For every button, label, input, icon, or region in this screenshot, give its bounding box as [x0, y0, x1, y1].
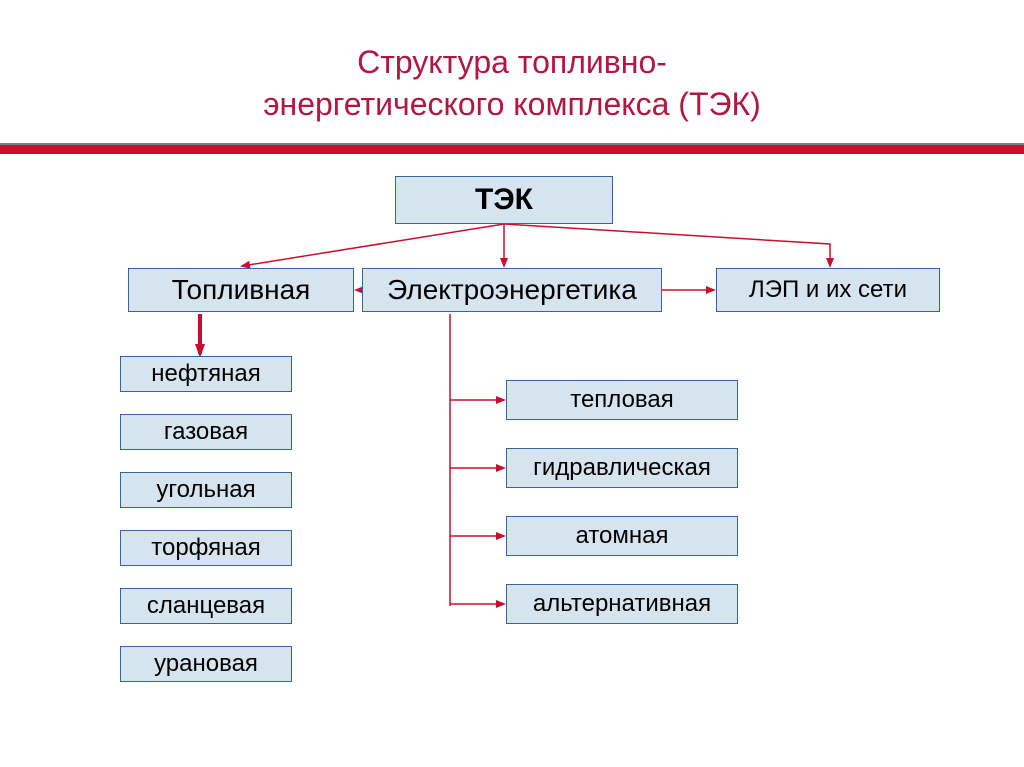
node-therm-label: тепловая [570, 386, 674, 414]
node-oil: нефтяная [120, 356, 292, 392]
node-shale: сланцевая [120, 588, 292, 624]
title-line1: Структура топливно- [357, 44, 667, 80]
node-alt-label: альтернативная [533, 590, 711, 618]
title-line2: энергетического комплекса (ТЭК) [263, 86, 761, 122]
node-coal: угольная [120, 472, 292, 508]
page-title: Структура топливно- энергетического комп… [0, 42, 1024, 125]
node-peat-label: торфяная [151, 534, 261, 562]
node-oil-label: нефтяная [151, 360, 260, 388]
node-atom: атомная [506, 516, 738, 556]
node-fuel: Топливная [128, 268, 354, 312]
node-therm: тепловая [506, 380, 738, 420]
node-root-label: ТЭК [475, 183, 533, 217]
divider-rule [0, 143, 1024, 154]
node-peat: торфяная [120, 530, 292, 566]
node-atom-label: атомная [576, 522, 669, 550]
node-power-label: Электроэнергетика [387, 274, 637, 306]
node-shale-label: сланцевая [147, 592, 265, 620]
node-gas-label: газовая [164, 418, 248, 446]
node-hydro: гидравлическая [506, 448, 738, 488]
node-fuel-label: Топливная [172, 274, 311, 306]
node-coal-label: угольная [156, 476, 255, 504]
node-grid-label: ЛЭП и их сети [749, 276, 907, 304]
node-root: ТЭК [395, 176, 613, 224]
node-alt: альтернативная [506, 584, 738, 624]
node-uran: урановая [120, 646, 292, 682]
node-power: Электроэнергетика [362, 268, 662, 312]
node-uran-label: урановая [154, 650, 258, 678]
node-hydro-label: гидравлическая [533, 454, 711, 482]
node-grid: ЛЭП и их сети [716, 268, 940, 312]
node-gas: газовая [120, 414, 292, 450]
